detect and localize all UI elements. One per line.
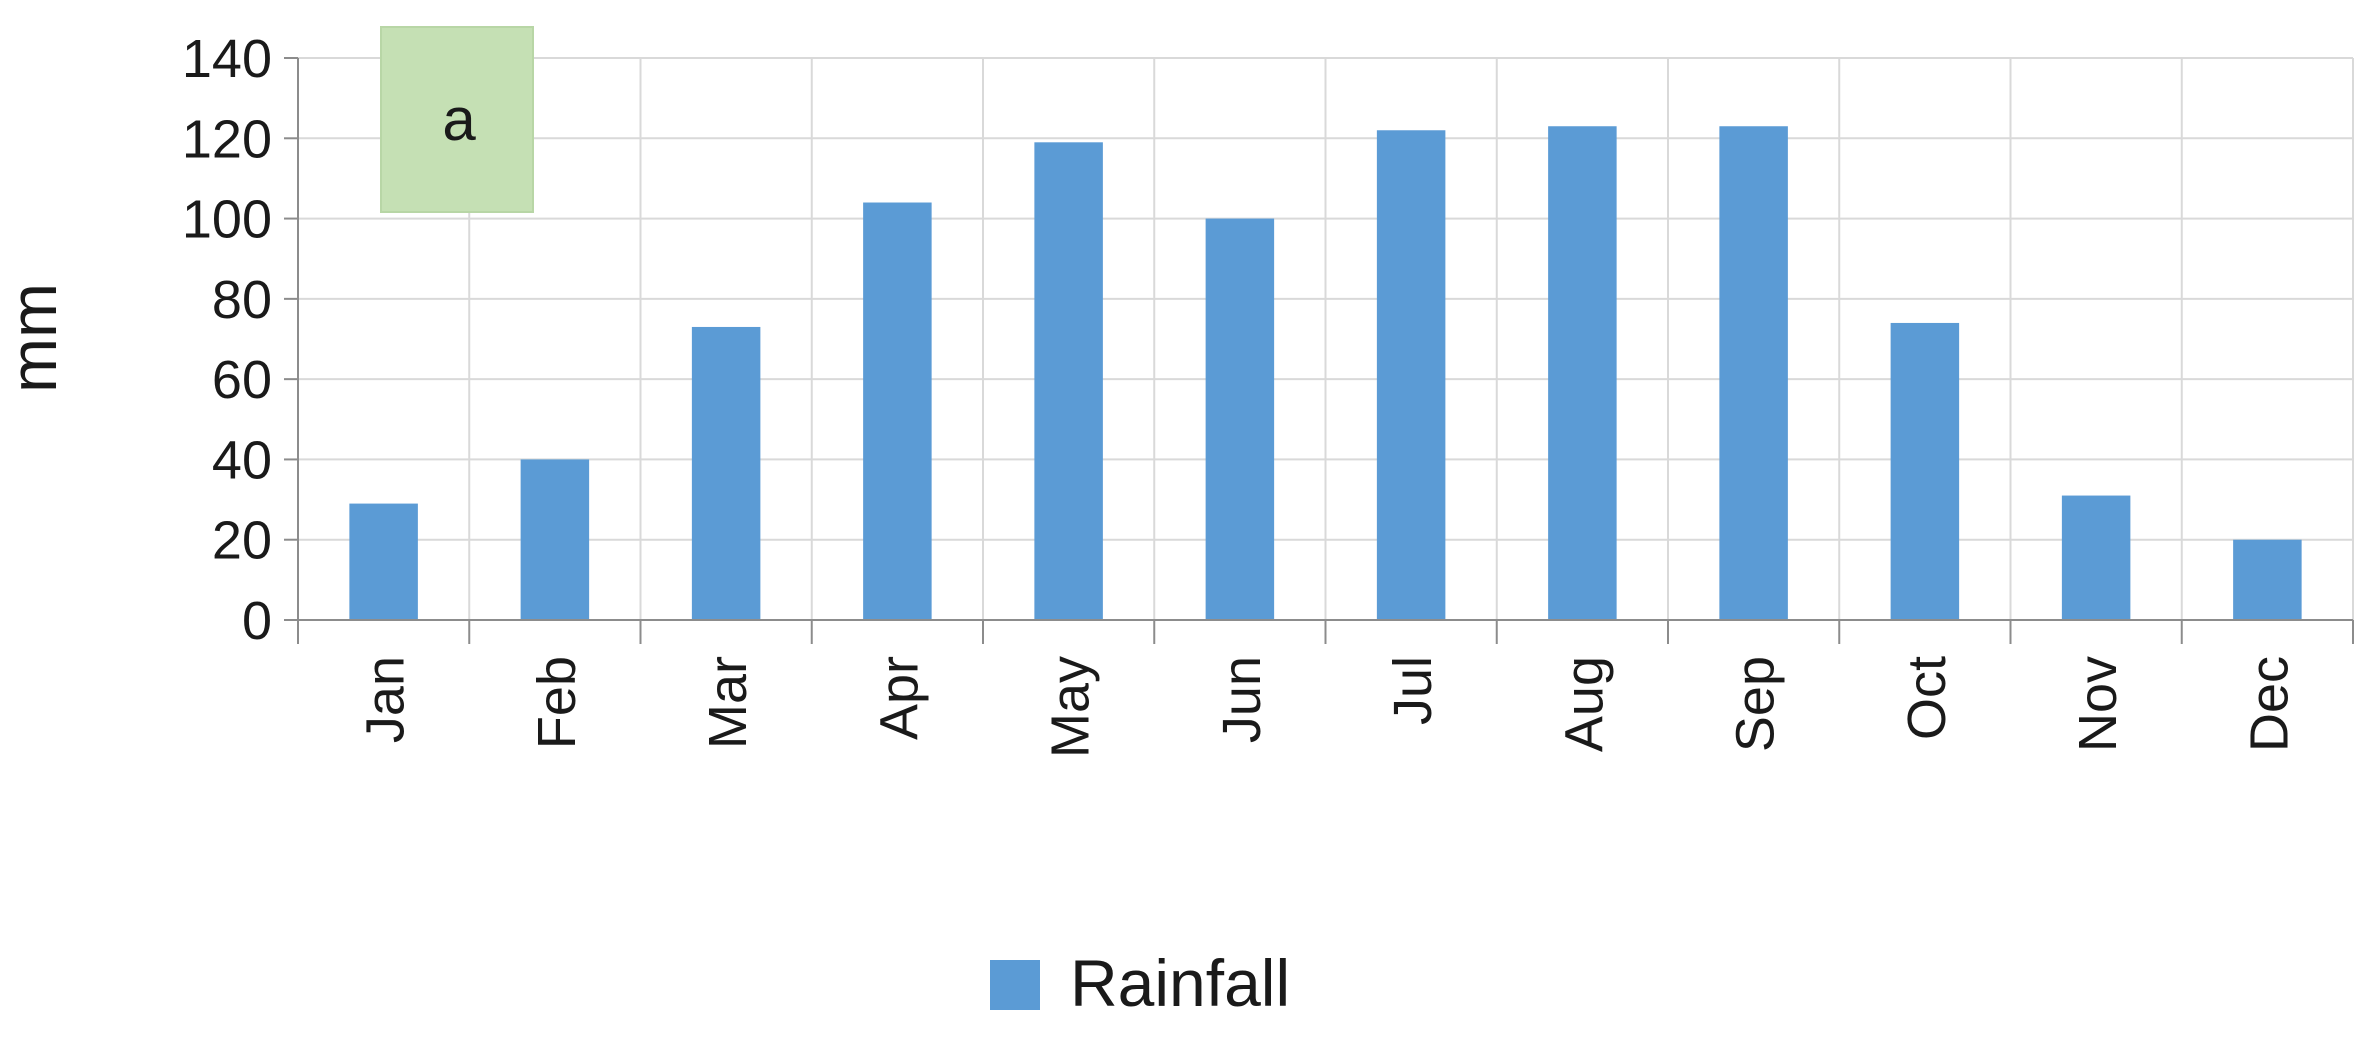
- y-tick-label: 60: [212, 350, 272, 410]
- y-tick-label: 140: [182, 29, 272, 89]
- x-tick-labels: Jan Feb Mar Apr May Jun Jul Aug Sep Oct Nov Dec: [356, 656, 2300, 758]
- x-tick-label: Mar: [698, 656, 758, 749]
- x-tick-label: Apr: [869, 656, 929, 740]
- y-tick-label: 0: [242, 591, 272, 651]
- y-tick-label: 100: [182, 190, 272, 250]
- y-tick-label: 40: [212, 430, 272, 490]
- y-tick-label: 80: [212, 270, 272, 330]
- grid-lines: [297, 57, 2354, 620]
- y-axis-title: mm: [0, 283, 70, 393]
- x-tick-label: Jul: [1383, 656, 1443, 725]
- bar-feb: [520, 459, 590, 620]
- legend-swatch-rainfall: [990, 960, 1040, 1010]
- bar-series-rainfall: [349, 126, 2302, 621]
- bar-may: [1034, 142, 1103, 621]
- x-tick-label: Nov: [2068, 656, 2128, 752]
- x-tick-label: Feb: [527, 656, 587, 749]
- panel-label-text: a: [442, 86, 476, 153]
- bar-jan: [349, 503, 418, 620]
- panel-label-background: [380, 26, 534, 213]
- legend-label-rainfall: Rainfall: [1070, 946, 1290, 1020]
- bar-mar: [691, 326, 761, 620]
- y-tick-labels: 0 20 40 60 80 100 120 140: [182, 29, 272, 651]
- bar-sep: [1719, 126, 1788, 620]
- bar-dec: [2233, 539, 2302, 620]
- bar-oct: [1890, 322, 1960, 620]
- bar-jun: [1205, 218, 1275, 621]
- axes: [284, 57, 2354, 644]
- x-tick-label: Jan: [356, 656, 416, 743]
- x-tick-label: May: [1041, 656, 1101, 758]
- bar-aug: [1548, 126, 1617, 620]
- bar-apr: [863, 202, 932, 620]
- x-tick-label: Sep: [1726, 656, 1786, 752]
- panel-label-box: a: [380, 26, 534, 213]
- x-tick-label: Dec: [2239, 656, 2299, 752]
- bar-jul: [1376, 130, 1446, 620]
- y-tick-label: 20: [212, 511, 272, 571]
- x-tick-label: Jun: [1212, 656, 1272, 743]
- x-tick-label: Aug: [1554, 656, 1614, 752]
- x-tick-label: Oct: [1897, 656, 1957, 740]
- legend: Rainfall: [990, 946, 1290, 1020]
- y-tick-label: 120: [182, 109, 272, 169]
- bar-nov: [2061, 495, 2131, 620]
